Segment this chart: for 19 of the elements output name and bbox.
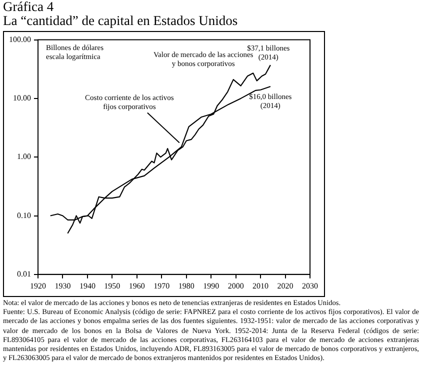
x-tick-label: 1960 <box>128 281 145 290</box>
x-tick-label: 1950 <box>104 281 120 290</box>
y-tick-label: 100.00 <box>9 34 31 44</box>
x-tick-label: 1930 <box>54 281 71 290</box>
x-tick-label: 1970 <box>154 281 170 290</box>
chart-title: Gráfica 4 <box>3 0 55 14</box>
x-tick-label: 1920 <box>30 281 46 290</box>
y-tick-label: 0.01 <box>17 269 31 278</box>
y-tick-label: 1.00 <box>17 152 31 162</box>
x-tick-label: 1990 <box>203 281 220 290</box>
x-tick-label: 2010 <box>252 281 269 290</box>
x-tick-label: 1980 <box>178 281 194 290</box>
x-tick-label: 2020 <box>277 281 294 290</box>
x-tick-label: 1940 <box>79 281 96 290</box>
x-tick-label: 2000 <box>228 281 244 290</box>
y-tick-label: 10.00 <box>13 94 31 103</box>
y-tick-label: 0.10 <box>17 210 31 220</box>
chart-subtitle: La “cantidad” de capital en Estados Unidos <box>3 13 239 28</box>
x-tick-label: 2030 <box>302 281 318 290</box>
